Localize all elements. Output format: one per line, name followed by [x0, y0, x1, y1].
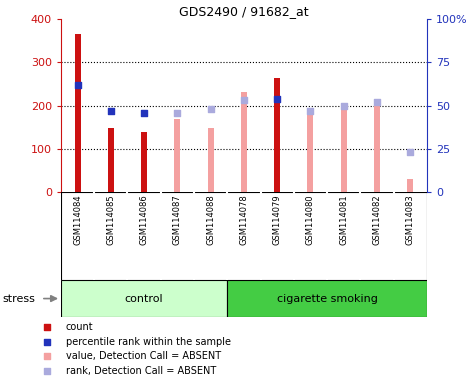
- Text: cigarette smoking: cigarette smoking: [277, 293, 378, 304]
- Bar: [274, 78, 280, 192]
- Bar: [307, 113, 313, 192]
- Text: GSM114080: GSM114080: [306, 195, 315, 245]
- Text: GSM114081: GSM114081: [339, 195, 348, 245]
- Point: [140, 109, 148, 116]
- Point: [273, 96, 281, 102]
- Text: value, Detection Call = ABSENT: value, Detection Call = ABSENT: [66, 351, 221, 361]
- Text: GSM114085: GSM114085: [106, 195, 115, 245]
- Point: [43, 339, 51, 345]
- Bar: [227, 280, 427, 317]
- Point: [74, 82, 81, 88]
- Text: GSM114086: GSM114086: [140, 195, 149, 245]
- Title: GDS2490 / 91682_at: GDS2490 / 91682_at: [179, 5, 309, 18]
- Point: [340, 103, 348, 109]
- Bar: [174, 119, 181, 192]
- Point: [207, 106, 214, 112]
- Point: [43, 324, 51, 330]
- Text: GSM114082: GSM114082: [372, 195, 381, 245]
- Point: [373, 99, 381, 105]
- Text: stress: stress: [2, 293, 35, 304]
- Text: GSM114088: GSM114088: [206, 195, 215, 245]
- Bar: [407, 179, 413, 192]
- Point: [407, 149, 414, 156]
- Text: rank, Detection Call = ABSENT: rank, Detection Call = ABSENT: [66, 366, 216, 376]
- Bar: [208, 128, 213, 192]
- Point: [240, 98, 248, 104]
- Bar: [241, 92, 247, 192]
- Text: GSM114087: GSM114087: [173, 195, 182, 245]
- Bar: [75, 34, 81, 192]
- Text: control: control: [125, 293, 163, 304]
- Bar: [340, 108, 347, 192]
- Text: GSM114083: GSM114083: [406, 195, 415, 245]
- Point: [107, 108, 114, 114]
- Point: [174, 109, 181, 116]
- Point: [43, 368, 51, 374]
- Text: GSM114084: GSM114084: [73, 195, 82, 245]
- Point: [43, 353, 51, 359]
- Text: percentile rank within the sample: percentile rank within the sample: [66, 337, 231, 347]
- Text: count: count: [66, 322, 93, 332]
- Bar: [61, 280, 227, 317]
- Bar: [141, 131, 147, 192]
- Point: [307, 108, 314, 114]
- Text: GSM114078: GSM114078: [239, 195, 249, 245]
- Bar: [108, 128, 114, 192]
- Text: GSM114079: GSM114079: [272, 195, 282, 245]
- Bar: [374, 103, 380, 192]
